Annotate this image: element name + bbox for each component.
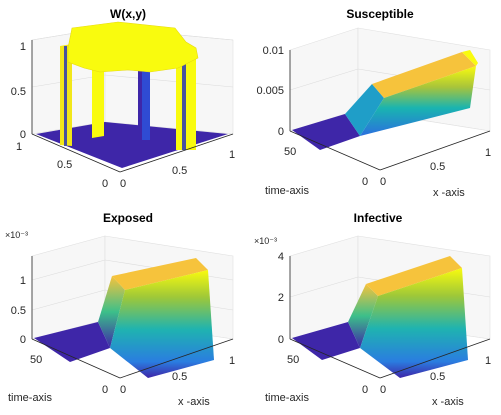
infective-xtick: 0.5 — [430, 371, 445, 383]
infective-xlabel: x -axis — [432, 396, 464, 408]
panel-exposed: Exposed ×10⁻³ 1 0.5 0 50 0 0 0.5 1 time-… — [5, 211, 235, 408]
w-ytick: 0 — [102, 178, 108, 190]
infective-xtick: 0 — [380, 384, 386, 396]
exposed-base — [34, 322, 110, 362]
w-title: W(x,y) — [110, 7, 146, 21]
infective-rise — [348, 284, 378, 348]
infective-exponent: ×10⁻³ — [254, 236, 277, 246]
infective-xtick: 1 — [485, 355, 491, 367]
exposed-grid-line — [31, 289, 106, 311]
panel-w: W(x,y) 1 0.5 0 1 0.5 0 0 0.5 — [11, 7, 235, 190]
infective-ylabel: time-axis — [265, 392, 310, 404]
infective-ztick: 4 — [278, 251, 284, 263]
w-y-axis — [31, 133, 121, 173]
infective-title: Infective — [354, 211, 403, 225]
w-xtick: 0.5 — [172, 165, 187, 177]
susceptible-edge — [462, 50, 478, 66]
exposed-xtick: 1 — [229, 355, 235, 367]
exposed-x-axis — [119, 338, 234, 379]
infective-ztick: 0 — [278, 334, 284, 346]
susceptible-ytick: 0 — [362, 176, 368, 188]
susceptible-plateau — [372, 52, 476, 98]
exposed-crest — [112, 258, 208, 290]
exposed-ylabel: time-axis — [8, 392, 53, 404]
susceptible-ytick: 50 — [284, 146, 296, 158]
exposed-ztick: 1 — [20, 275, 26, 287]
exposed-ztick: 0.5 — [11, 305, 26, 317]
susceptible-grid-line — [289, 68, 359, 91]
susceptible-surface — [360, 66, 476, 136]
exposed-ztick: 0 — [20, 334, 26, 346]
exposed-grid-line — [31, 259, 106, 281]
exposed-title: Exposed — [103, 211, 153, 225]
susceptible-title: Susceptible — [346, 7, 414, 21]
panel-infective: Infective ×10⁻³ 4 2 0 50 0 0 0.5 1 time-… — [254, 211, 491, 408]
w-ztick: 0.5 — [11, 86, 26, 98]
infective-crest — [366, 256, 462, 296]
w-wall-shade — [182, 60, 186, 150]
w-xtick: 1 — [229, 149, 235, 161]
susceptible-xtick: 1 — [485, 147, 491, 159]
susceptible-xlabel: x -axis — [433, 187, 465, 199]
w-ytick: 0.5 — [57, 159, 72, 171]
susceptible-ztick: 0.005 — [256, 85, 284, 97]
susceptible-ztick: 0 — [278, 126, 284, 138]
w-plateau — [67, 21, 199, 73]
infective-base — [292, 322, 360, 360]
infective-surface — [360, 268, 468, 378]
infective-ytick: 50 — [287, 354, 299, 366]
susceptible-xtick: 0.5 — [430, 161, 445, 173]
w-wall-shade — [64, 46, 67, 146]
exposed-y-axis — [31, 338, 121, 379]
exposed-exponent: ×10⁻³ — [5, 230, 28, 240]
w-x-axis — [119, 133, 234, 173]
infective-ytick: 0 — [362, 384, 368, 396]
exposed-xtick: 0.5 — [172, 371, 187, 383]
susceptible-x-axis — [379, 130, 491, 171]
susceptible-xtick: 0 — [380, 176, 386, 188]
susceptible-base — [292, 114, 360, 150]
w-ztick: 0 — [20, 129, 26, 141]
susceptible-y-axis — [289, 130, 381, 171]
w-grid-line — [104, 74, 234, 88]
w-ztick: 1 — [20, 41, 26, 53]
exposed-xlabel: x -axis — [178, 396, 210, 408]
susceptible-front-face — [345, 84, 384, 136]
w-wall-shade — [142, 58, 150, 140]
panel-susceptible: Susceptible 0.01 0.005 0 50 0 0 0.5 1 ti… — [256, 7, 491, 199]
w-xtick: 0 — [120, 178, 126, 190]
exposed-xtick: 0 — [120, 384, 126, 396]
exposed-ytick: 50 — [30, 354, 42, 366]
infective-grid-line — [289, 276, 359, 298]
exposed-surface — [110, 270, 214, 378]
w-ytick: 1 — [16, 141, 22, 153]
infective-y-axis — [289, 338, 381, 379]
susceptible-ztick: 0.01 — [263, 45, 284, 57]
exposed-ytick: 0 — [102, 384, 108, 396]
infective-ztick: 2 — [278, 292, 284, 304]
exposed-rise — [98, 276, 125, 348]
susceptible-ylabel: time-axis — [265, 185, 310, 197]
infective-x-axis — [379, 338, 491, 379]
